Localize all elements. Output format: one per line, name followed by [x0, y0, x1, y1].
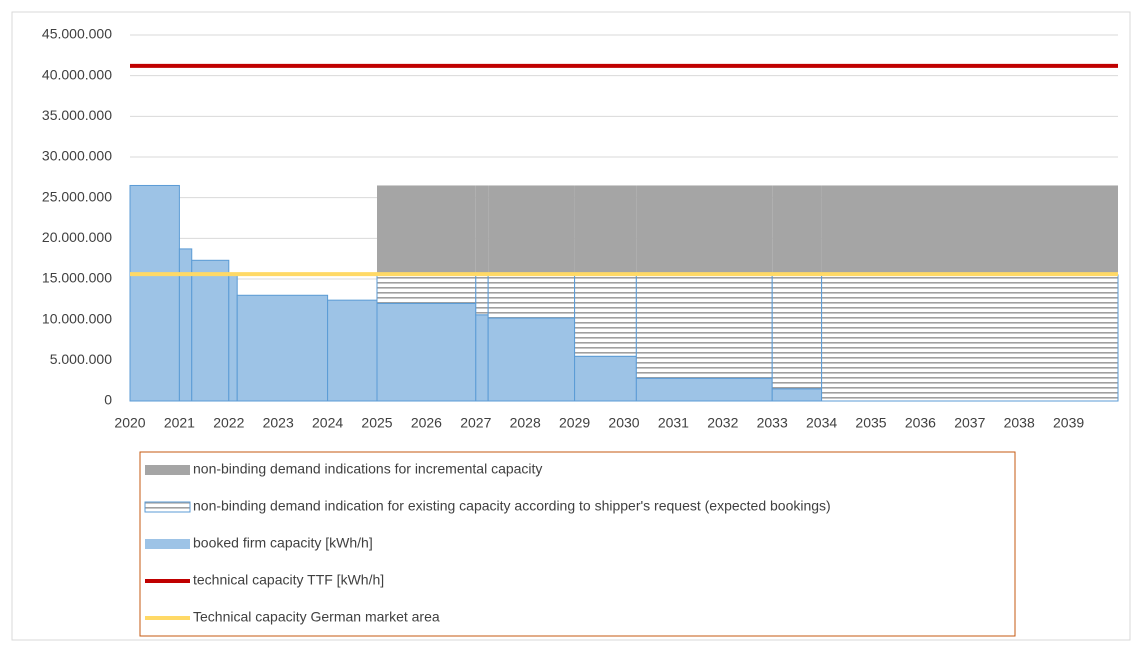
legend-label: non-binding demand indication for existi… [193, 498, 831, 514]
area-step [574, 355, 637, 402]
x-tick-label: 2027 [460, 415, 491, 431]
y-tick-label: 15.000.000 [42, 270, 112, 286]
area-step [178, 248, 193, 402]
area-step [772, 185, 822, 275]
area-step [821, 274, 1119, 402]
chart-border [11, 11, 1131, 641]
legend-label: booked firm capacity [kWh/h] [193, 535, 373, 551]
area-step [191, 259, 230, 402]
x-tick-label: 2036 [905, 415, 936, 431]
area-step [488, 185, 575, 275]
area-step [376, 302, 477, 402]
area-step [475, 185, 489, 275]
y-tick-label: 35.000.000 [42, 107, 112, 123]
x-tick-label: 2028 [510, 415, 541, 431]
area-step [377, 185, 476, 275]
area-step [771, 388, 823, 402]
area-step [376, 274, 477, 304]
x-tick-label: 2037 [954, 415, 985, 431]
x-tick-label: 2025 [361, 415, 392, 431]
x-tick-label: 2031 [658, 415, 689, 431]
y-tick-label: 0 [104, 392, 112, 408]
legend-label: Technical capacity German market area [193, 609, 440, 625]
x-tick-label: 2029 [559, 415, 590, 431]
y-tick-label: 25.000.000 [42, 188, 112, 204]
area-step [821, 185, 1118, 275]
legend-swatch [145, 539, 190, 549]
area-step [487, 274, 576, 319]
area-step [236, 294, 329, 402]
area-step [574, 274, 637, 357]
x-tick-label: 2034 [806, 415, 837, 431]
legend-swatch [144, 501, 191, 513]
x-tick-label: 2026 [411, 415, 442, 431]
area-step [635, 377, 773, 402]
area-step [574, 185, 637, 275]
x-tick-label: 2024 [312, 415, 343, 431]
y-tick-label: 45.000.000 [42, 26, 112, 42]
legend-label: non-binding demand indications for incre… [193, 461, 542, 477]
y-tick-label: 20.000.000 [42, 229, 112, 245]
legend-label: technical capacity TTF [kWh/h] [193, 572, 384, 588]
area-step [487, 317, 576, 402]
area-step [636, 185, 773, 275]
x-tick-label: 2023 [263, 415, 294, 431]
x-tick-label: 2038 [1004, 415, 1035, 431]
x-tick-label: 2039 [1053, 415, 1084, 431]
area-step [475, 314, 489, 402]
y-tick-label: 10.000.000 [42, 310, 112, 326]
x-tick-label: 2021 [164, 415, 195, 431]
area-step [228, 274, 238, 402]
area-step [327, 299, 378, 402]
area-step [771, 274, 823, 390]
area-step [635, 274, 773, 379]
area-step [129, 184, 180, 402]
area-step [475, 274, 489, 316]
y-tick-label: 5.000.000 [50, 351, 112, 367]
x-tick-label: 2020 [114, 415, 145, 431]
x-tick-label: 2033 [757, 415, 788, 431]
legend-swatch [145, 465, 190, 475]
x-tick-label: 2035 [855, 415, 886, 431]
y-tick-label: 40.000.000 [42, 66, 112, 82]
x-tick-label: 2030 [608, 415, 639, 431]
legend-box [139, 451, 1016, 637]
x-tick-label: 2032 [707, 415, 738, 431]
y-tick-label: 30.000.000 [42, 148, 112, 164]
x-tick-label: 2022 [213, 415, 244, 431]
